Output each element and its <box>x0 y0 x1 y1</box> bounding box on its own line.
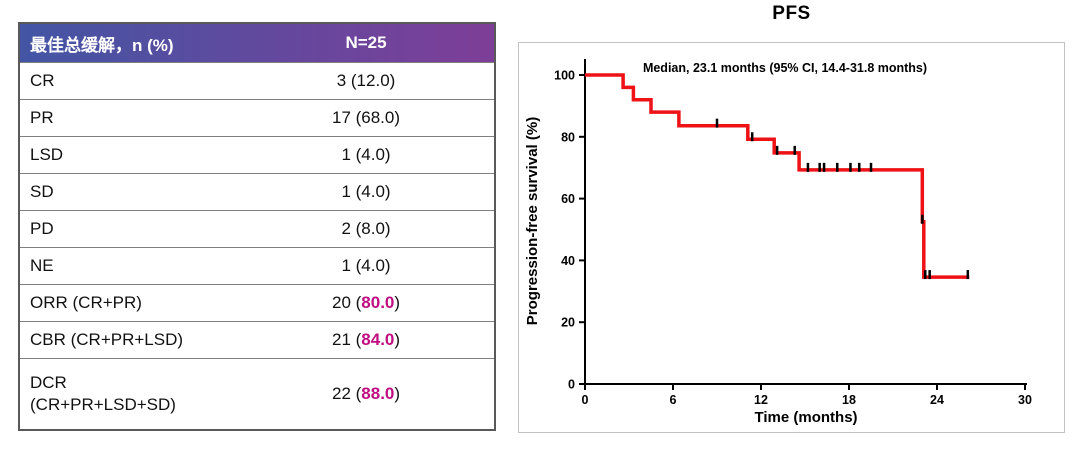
table-row: CR 3 (12.0) <box>20 62 494 99</box>
x-tick-label: 24 <box>930 393 944 407</box>
table-row: PR 17 (68.0) <box>20 99 494 136</box>
table-row: ORR (CR+PR) 20 (80.0) <box>20 284 494 321</box>
chart-annotation: Median, 23.1 months (95% CI, 14.4-31.8 m… <box>643 61 927 75</box>
y-tick-label: 0 <box>568 378 575 392</box>
row-value: 22 (88.0) <box>331 384 401 403</box>
row-label: NE <box>30 256 54 275</box>
row-label: SD <box>30 182 54 201</box>
x-tick-label: 6 <box>670 393 677 407</box>
row-label: PD <box>30 219 54 238</box>
highlighted-percentage: 88.0 <box>361 384 395 403</box>
y-tick-label: 20 <box>561 316 575 330</box>
pfs-chart-panel: 0 6 12 18 24 30 0 20 40 60 80 100 Median, 23.1 mont… <box>518 42 1065 433</box>
table-row: CBR (CR+PR+LSD) 21 (84.0) <box>20 321 494 358</box>
row-value: 17 (68.0) <box>331 108 401 127</box>
row-label: CBR (CR+PR+LSD) <box>30 330 184 349</box>
chart-title: PFS <box>772 3 811 24</box>
x-tick-label: 0 <box>582 393 589 407</box>
km-curve <box>585 73 970 279</box>
table-header-row: 最佳总缓解，n (%) N=25 <box>20 24 494 62</box>
row-value: 2 (8.0) <box>341 219 391 238</box>
table-body: CR 3 (12.0) PR 17 (68.0) LSD 1 (4.0) SD 1 (4.0)… <box>20 62 494 429</box>
row-label: CR <box>30 71 55 90</box>
table-header-n: N=25 <box>345 33 387 52</box>
row-value: 3 (12.0) <box>336 71 396 90</box>
row-label: PR <box>30 108 54 127</box>
x-tick-label: 30 <box>1018 393 1032 407</box>
row-value: 1 (4.0) <box>341 182 391 201</box>
table-row: DCR (CR+PR+LSD+SD) 22 (88.0) <box>20 358 494 429</box>
pfs-km-chart: 0 6 12 18 24 30 0 20 40 60 80 100 Median, 23.1 mont… <box>524 59 1032 426</box>
highlighted-percentage: 80.0 <box>361 293 395 312</box>
row-label: ORR (CR+PR) <box>30 293 142 312</box>
best-response-table: 最佳总缓解，n (%) N=25 CR 3 (12.0) PR 17 (68.0) LS… <box>18 22 496 431</box>
row-value: 20 (80.0) <box>331 293 401 312</box>
table-row: LSD 1 (4.0) <box>20 136 494 173</box>
row-value: 1 (4.0) <box>341 145 391 164</box>
row-label: LSD <box>30 145 64 164</box>
x-tick-label: 18 <box>842 393 856 407</box>
row-label: DCR (CR+PR+LSD+SD) <box>20 372 238 416</box>
row-value: 1 (4.0) <box>341 256 391 275</box>
y-axis-label: Progression-free survival (%) <box>524 117 541 325</box>
x-tick-label: 12 <box>754 393 768 407</box>
highlighted-percentage: 84.0 <box>361 330 395 349</box>
row-value: 21 (84.0) <box>331 330 401 349</box>
table-row: NE 1 (4.0) <box>20 247 494 284</box>
y-tick-label: 60 <box>561 192 575 206</box>
y-tick-label: 80 <box>561 130 575 144</box>
table-header-label: 最佳总缓解，n (%) <box>30 35 174 55</box>
table-row: PD 2 (8.0) <box>20 210 494 247</box>
y-tick-label: 100 <box>554 69 575 83</box>
table-row: SD 1 (4.0) <box>20 173 494 210</box>
x-axis-label: Time (months) <box>754 409 857 426</box>
y-tick-label: 40 <box>561 254 575 268</box>
row-label-line2: (CR+PR+LSD+SD) <box>30 395 176 414</box>
